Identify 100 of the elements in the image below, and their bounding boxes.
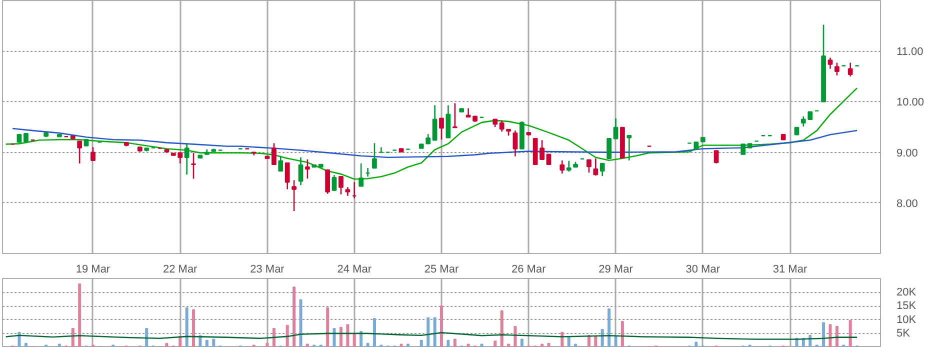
candlestick bbox=[512, 130, 518, 157]
bar bbox=[614, 336, 618, 347]
candlestick bbox=[800, 116, 806, 128]
bar bbox=[453, 338, 456, 347]
bar bbox=[828, 324, 832, 347]
candlestick bbox=[566, 160, 572, 172]
y-tick-label: 10K bbox=[896, 314, 917, 326]
bar bbox=[848, 320, 852, 347]
bar bbox=[332, 328, 336, 347]
bar bbox=[185, 307, 188, 347]
candlestick bbox=[305, 158, 310, 180]
bar bbox=[540, 344, 544, 347]
candlestick bbox=[546, 154, 552, 166]
bar bbox=[574, 344, 578, 347]
candlestick bbox=[191, 152, 196, 180]
candlestick bbox=[606, 138, 612, 159]
x-tick-label: 24 Mar bbox=[337, 264, 372, 276]
bar bbox=[58, 344, 61, 347]
bar bbox=[366, 342, 370, 347]
x-tick-label: 19 Mar bbox=[76, 264, 110, 276]
bar bbox=[600, 329, 604, 347]
y-tick-label: 20K bbox=[896, 286, 917, 298]
bar bbox=[547, 342, 550, 347]
bar bbox=[346, 324, 350, 347]
bar bbox=[212, 338, 216, 347]
bar bbox=[567, 336, 570, 347]
y-tick-label: 5K bbox=[896, 328, 911, 340]
candlestick bbox=[284, 162, 290, 190]
candlestick bbox=[834, 62, 840, 76]
bar bbox=[192, 309, 196, 347]
bar bbox=[466, 344, 470, 347]
bar bbox=[24, 342, 28, 347]
bar bbox=[306, 344, 309, 347]
bar bbox=[822, 322, 826, 347]
candlestick bbox=[626, 134, 632, 162]
bar bbox=[352, 334, 356, 347]
candlestick bbox=[338, 176, 344, 195]
y-tick-label: 9.00 bbox=[896, 147, 918, 160]
candlestick bbox=[586, 159, 592, 174]
candlestick bbox=[332, 174, 337, 192]
x-tick-label: 26 Mar bbox=[512, 264, 546, 276]
bar bbox=[400, 344, 403, 347]
x-tick-label: 29 Mar bbox=[598, 264, 634, 276]
candlestick bbox=[740, 144, 746, 155]
candlestick bbox=[77, 140, 82, 164]
candlestick bbox=[828, 57, 833, 70]
line-series bbox=[5, 332, 858, 340]
candlestick bbox=[499, 120, 504, 132]
bar bbox=[520, 338, 524, 347]
candlestick bbox=[600, 162, 605, 177]
candlestick bbox=[24, 132, 28, 144]
bar bbox=[292, 286, 296, 347]
bar bbox=[71, 328, 74, 347]
candlestick bbox=[613, 118, 618, 140]
candlestick bbox=[298, 156, 304, 186]
candlestick bbox=[426, 133, 431, 144]
candlestick bbox=[372, 142, 377, 169]
line-series bbox=[5, 87, 858, 180]
bar bbox=[446, 340, 450, 347]
bar bbox=[145, 328, 148, 347]
bar bbox=[165, 342, 168, 347]
x-tick-label: 23 Mar bbox=[250, 264, 285, 276]
bar bbox=[205, 340, 208, 347]
bar bbox=[594, 336, 598, 347]
candlestick bbox=[184, 143, 190, 176]
x-tick-label: 30 Mar bbox=[686, 264, 720, 276]
candlestick bbox=[848, 62, 853, 78]
bar bbox=[78, 284, 82, 347]
bar bbox=[507, 344, 510, 347]
bar bbox=[286, 324, 289, 347]
bar bbox=[420, 340, 423, 347]
bar bbox=[272, 328, 276, 347]
candlestick bbox=[278, 155, 284, 172]
bar bbox=[494, 340, 497, 347]
candlestick bbox=[358, 162, 364, 187]
candlestick bbox=[325, 169, 330, 194]
bar bbox=[372, 318, 376, 347]
x-tick-label: 31 Mar bbox=[772, 264, 808, 276]
candlestick bbox=[439, 118, 444, 140]
bar bbox=[433, 317, 436, 347]
bar bbox=[694, 342, 698, 347]
bar bbox=[360, 330, 363, 347]
candlestick bbox=[560, 160, 565, 174]
bar bbox=[299, 299, 302, 347]
bar bbox=[500, 310, 504, 347]
y-tick-label: 15K bbox=[896, 300, 917, 312]
candlestick bbox=[714, 150, 719, 164]
bar bbox=[480, 344, 484, 347]
candlestick bbox=[90, 146, 96, 162]
bar bbox=[266, 342, 269, 347]
bar bbox=[426, 317, 430, 347]
candlestick bbox=[452, 102, 458, 128]
y-tick-label: 11.00 bbox=[896, 46, 924, 58]
bar bbox=[406, 344, 410, 347]
x-tick-label: 25 Mar bbox=[424, 264, 459, 276]
candlestick bbox=[446, 104, 451, 138]
candlestick bbox=[432, 104, 438, 141]
candlestick bbox=[272, 142, 276, 166]
candlestick bbox=[292, 179, 296, 212]
bar bbox=[514, 326, 517, 347]
